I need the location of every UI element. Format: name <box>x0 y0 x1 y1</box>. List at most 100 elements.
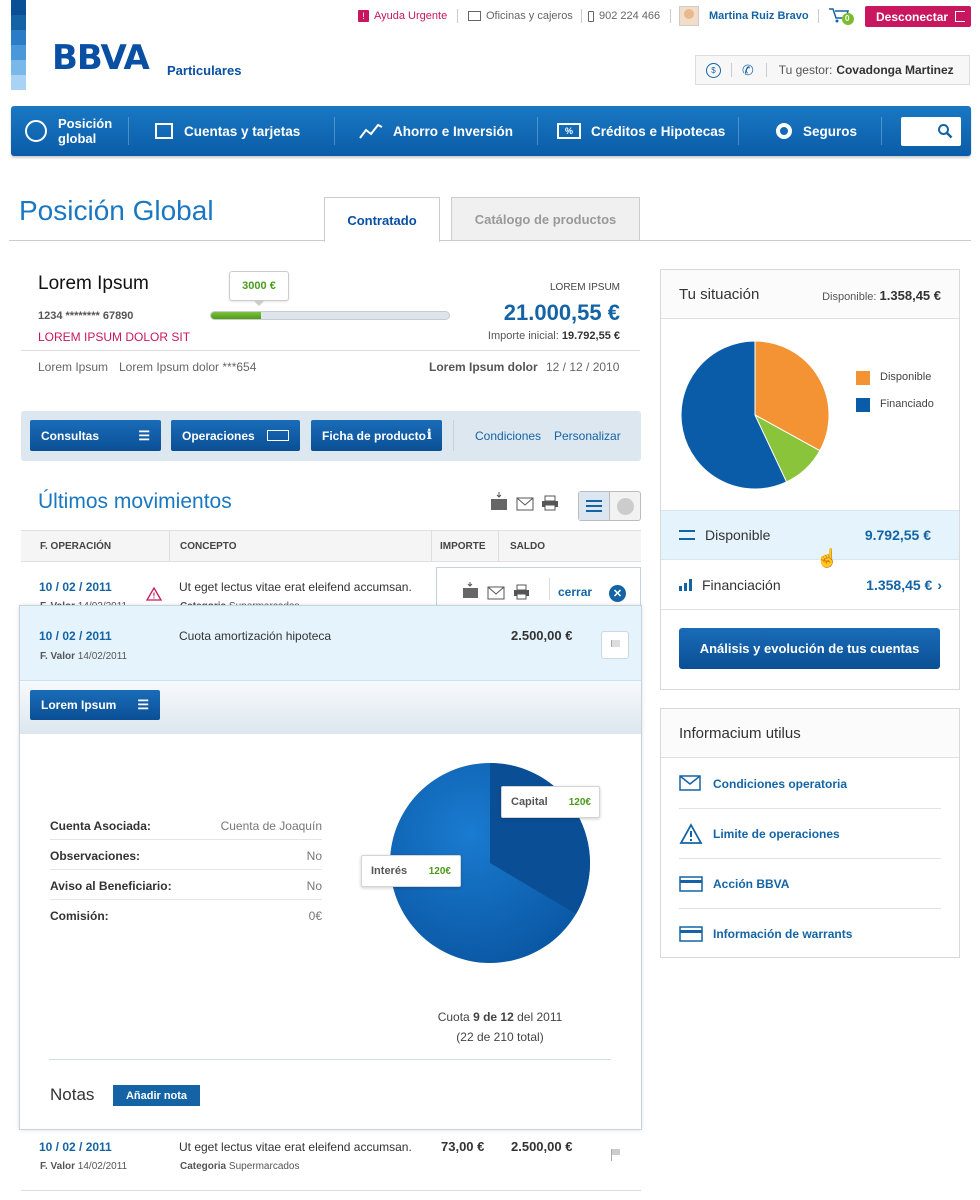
row3-balance: 2.500,00 € <box>511 1139 573 1154</box>
linked-account-link[interactable]: Lorem Ipsum dolor ***654 <box>119 360 257 374</box>
search-list-icon: ☰ <box>138 428 150 443</box>
row1-date[interactable]: 10 / 02 / 2011 <box>39 580 112 594</box>
mail-icon <box>679 774 703 793</box>
col-importe[interactable]: IMPORTE <box>440 541 486 552</box>
capital-callout: Capital 120€ <box>501 786 600 818</box>
nav-cuentas-tarjetas[interactable]: Cuentas y tarjetas <box>155 106 300 156</box>
title-divider <box>9 240 971 241</box>
legend-disponible-swatch <box>856 371 870 385</box>
disconnect-button[interactable]: Desconectar <box>865 6 971 27</box>
manager-label: Tu gestor: <box>778 63 833 77</box>
col-concepto[interactable]: CONCEPTO <box>180 541 237 552</box>
consultas-button[interactable]: Consultas ☰ <box>30 420 161 451</box>
print-icon[interactable] <box>513 584 530 600</box>
condiciones-link[interactable]: Condiciones <box>475 429 542 443</box>
personalizar-link[interactable]: Personalizar <box>554 429 621 443</box>
account-date: 12 / 12 / 2010 <box>546 360 620 374</box>
divider <box>453 420 454 451</box>
col-saldo[interactable]: SALDO <box>510 541 545 552</box>
close-icon[interactable]: ✕ <box>609 585 626 602</box>
link-condiciones-operatoria[interactable]: Condiciones operatoria <box>679 759 941 809</box>
cart-count: 0 <box>845 14 850 23</box>
cart-icon[interactable]: 0 <box>828 6 856 26</box>
situation-pie-chart <box>680 340 830 490</box>
cuota-summary: Cuota 9 de 12 del 2011 <box>437 1010 563 1024</box>
user-name[interactable]: Martina Ruiz Bravo <box>709 10 809 22</box>
expanded-value-date: F. Valor 14/02/2011 <box>40 651 128 662</box>
divider <box>765 63 767 77</box>
percent-card-icon: % <box>557 123 581 139</box>
divider <box>21 1190 641 1191</box>
expanded-date: 10 / 02 / 2011 <box>39 629 112 643</box>
tab-contratado[interactable]: Contratado <box>324 197 440 242</box>
mail-icon[interactable] <box>516 497 534 511</box>
bbva-logo[interactable]: BBVA <box>52 38 150 78</box>
situation-panel: Tu situación Disponible: 1.358,45 € Disp… <box>660 269 960 690</box>
search-input[interactable] <box>901 117 961 146</box>
offices-link[interactable]: Oficinas y cajeros <box>468 8 573 24</box>
divider <box>457 9 458 23</box>
col-fecha[interactable]: F. OPERACIÓN <box>40 541 112 552</box>
divider <box>431 531 432 561</box>
bar-chart-icon <box>679 578 692 591</box>
link-accion-bbva[interactable]: Acción BBVA <box>679 859 941 909</box>
card-icon <box>679 926 703 942</box>
row-financiacion[interactable]: Financiación 1.358,45 € › <box>661 560 959 610</box>
download-icon[interactable] <box>490 491 508 511</box>
row3-date[interactable]: 10 / 02 / 2011 <box>39 1140 112 1154</box>
cards-icon <box>155 123 173 139</box>
mail-icon[interactable] <box>487 586 505 600</box>
nav-ahorro-inversion[interactable]: Ahorro e Inversión <box>358 106 513 156</box>
globe-icon <box>25 120 47 142</box>
operaciones-button[interactable]: Operaciones <box>171 420 300 451</box>
expanded-concept: Cuota amortización hipoteca <box>179 629 332 643</box>
divider <box>670 9 671 23</box>
flag-icon[interactable] <box>601 631 629 659</box>
list-view-icon[interactable] <box>579 492 610 520</box>
cuota-total: (22 de 210 total) <box>456 1030 544 1044</box>
add-note-button[interactable]: Añadir nota <box>113 1085 200 1106</box>
bubble-pointer <box>253 300 265 306</box>
link-informacion-warrants[interactable]: Información de warrants <box>679 909 941 959</box>
close-link[interactable]: cerrar <box>558 585 593 599</box>
nav-seguros[interactable]: Seguros <box>776 106 857 156</box>
cursor-icon: ☝ <box>816 548 839 568</box>
nav-creditos-hipotecas[interactable]: % Créditos e Hipotecas <box>557 106 725 156</box>
balance-label: LOREM IPSUM <box>549 282 620 293</box>
phone-link[interactable]: 902 224 466 <box>588 8 660 24</box>
tab-catalogo[interactable]: Catálogo de productos <box>451 197 640 241</box>
divider <box>549 578 550 600</box>
progress-bubble: 3000 € <box>229 271 289 301</box>
nav-posicion-global[interactable]: Posición global <box>25 106 112 156</box>
situation-available: Disponible: 1.358,45 € <box>822 288 941 303</box>
wallet-icon <box>679 530 695 540</box>
currency-icon[interactable]: $ <box>706 62 721 78</box>
link-limite-operaciones[interactable]: Limite de operaciones <box>679 809 941 859</box>
account-divider <box>21 350 640 351</box>
lorem-ipsum-button[interactable]: Lorem Ipsum ☰ <box>30 690 160 720</box>
account-footer-label: Lorem Ipsum <box>38 360 109 374</box>
row-disponible[interactable]: Disponible 9.792,55 € <box>661 510 959 560</box>
flag-icon[interactable] <box>611 1149 621 1161</box>
expanded-movement-panel: 10 / 02 / 2011 F. Valor 14/02/2011 Cuota… <box>19 605 642 1130</box>
urgent-help-link[interactable]: ! Ayuda Urgente <box>358 8 447 24</box>
situation-header: Tu situación Disponible: 1.358,45 € <box>661 270 959 319</box>
chevron-right-icon: › <box>937 576 942 593</box>
download-icon[interactable] <box>462 581 479 599</box>
info-header: Informacium utilus <box>661 709 959 758</box>
divider <box>818 9 819 23</box>
divider <box>334 117 335 145</box>
account-subtitle: LOREM IPSUM DOLOR SIT <box>38 330 191 344</box>
search-icon[interactable] <box>937 123 953 139</box>
phone-call-icon[interactable]: ✆ <box>742 61 754 78</box>
pie-view-icon[interactable] <box>617 498 634 515</box>
ficha-producto-button[interactable]: Ficha de producto i <box>311 420 442 451</box>
row3-amount: 73,00 € <box>441 1139 485 1154</box>
detail-comision: Comisión: 0€ <box>50 909 322 923</box>
analisis-button[interactable]: Análisis y evolución de tus cuentas <box>679 628 940 669</box>
user-avatar[interactable] <box>679 6 699 26</box>
row3-concept: Ut eget lectus vitae erat eleifend accum… <box>179 1140 412 1154</box>
segment-label: Particulares <box>167 63 242 78</box>
manager-name[interactable]: Covadonga Martinez <box>836 63 954 77</box>
print-icon[interactable] <box>541 495 559 511</box>
